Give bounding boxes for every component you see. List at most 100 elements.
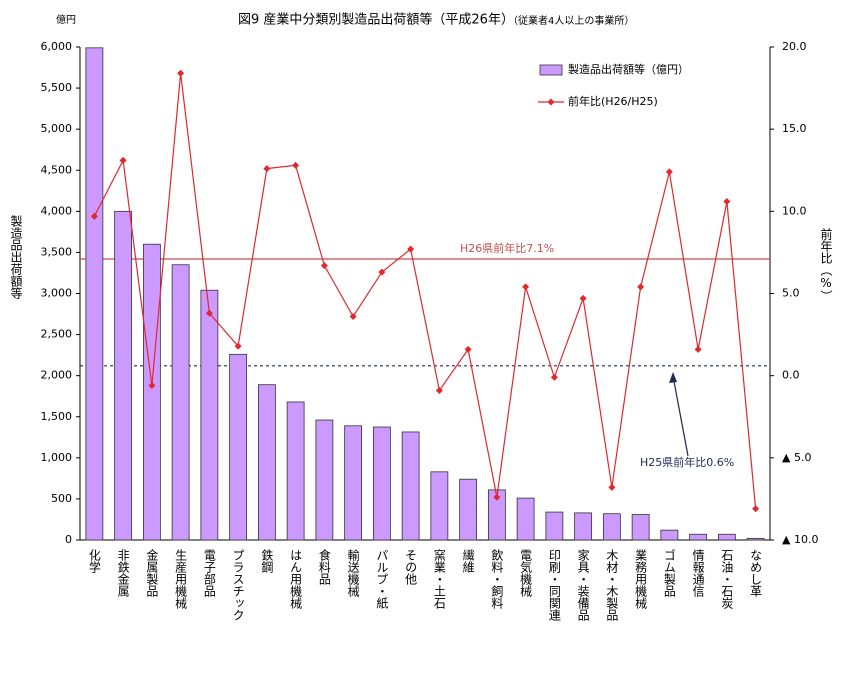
bar bbox=[229, 353, 248, 541]
annotation-arrow bbox=[672, 375, 689, 457]
y-tick-label: 500 bbox=[51, 492, 72, 505]
line bbox=[93, 73, 757, 509]
legend-swatch bbox=[539, 64, 563, 76]
y2-tick-label: ▲ 10.0 bbox=[782, 533, 818, 546]
y-tick-label: 5,500 bbox=[41, 81, 73, 94]
x-tick-label: 飲料・飼料 bbox=[490, 548, 504, 609]
y-tick-label: 2,000 bbox=[41, 369, 73, 382]
x-tick-label: 家具・装備品 bbox=[576, 548, 590, 621]
y-unit: 億円 bbox=[56, 13, 76, 26]
bar bbox=[372, 426, 391, 541]
x-tick-label: 情報通信 bbox=[691, 549, 705, 598]
x-tick-label: 生産用機械 bbox=[174, 549, 188, 609]
y2-tick-label: 15.0 bbox=[782, 122, 807, 135]
line-marker bbox=[435, 386, 443, 394]
line-marker bbox=[522, 283, 530, 291]
bar bbox=[430, 471, 449, 541]
y-tick-label: 2,500 bbox=[41, 328, 73, 341]
line-marker bbox=[90, 212, 98, 220]
x-tick-label: 鉄鋼 bbox=[260, 548, 274, 573]
reference-label: H25県前年比0.6% bbox=[640, 455, 734, 469]
bar bbox=[200, 289, 219, 541]
y2-tick-label: 5.0 bbox=[782, 287, 800, 300]
x-tick-label: なめし革 bbox=[749, 549, 763, 597]
y-tick-label: 1,000 bbox=[41, 451, 73, 464]
x-tick-label: 輸送機械 bbox=[346, 548, 360, 597]
line-marker bbox=[694, 345, 702, 353]
x-tick-label: 石油・石炭 bbox=[720, 549, 734, 610]
line-marker bbox=[349, 313, 357, 321]
line-marker bbox=[205, 309, 213, 317]
bar bbox=[85, 47, 104, 541]
y2-tick-label: 0.0 bbox=[782, 369, 800, 382]
x-tick-label: 化学 bbox=[87, 549, 101, 573]
line-marker bbox=[263, 165, 271, 173]
y2-tick-label: 10.0 bbox=[782, 204, 807, 217]
x-tick-label: 木材・木製品 bbox=[605, 549, 619, 621]
y-tick-label: 6,000 bbox=[41, 40, 73, 53]
x-tick-label: プラスチック bbox=[231, 549, 245, 621]
legend-marker bbox=[547, 98, 555, 106]
line-marker bbox=[234, 342, 242, 350]
legend-label: 製造品出荷額等（億円） bbox=[568, 62, 689, 76]
x-tick-label: 電子部品 bbox=[202, 549, 216, 597]
bar bbox=[487, 489, 506, 541]
bar bbox=[717, 533, 736, 541]
bar bbox=[516, 497, 535, 541]
bar bbox=[315, 419, 334, 541]
bar bbox=[286, 401, 305, 541]
bar bbox=[545, 511, 564, 541]
line-marker bbox=[579, 294, 587, 302]
y-tick-label: 1,500 bbox=[41, 410, 73, 423]
bar bbox=[574, 512, 593, 541]
x-tick-label: 印刷・同関連 bbox=[547, 549, 561, 622]
x-tick-label: パルプ・紙 bbox=[375, 549, 389, 610]
line-marker bbox=[723, 197, 731, 205]
y-tick-label: 4,000 bbox=[41, 204, 73, 217]
y-tick-label: 4,500 bbox=[41, 163, 73, 176]
annotation-arrowhead bbox=[669, 372, 677, 383]
legend-label: 前年比(H26/H25) bbox=[568, 94, 658, 108]
bar bbox=[746, 537, 765, 541]
x-tick-label: 電気機械 bbox=[519, 549, 533, 597]
y-tick-label: 3,000 bbox=[41, 287, 73, 300]
line-marker bbox=[637, 283, 645, 291]
line-marker bbox=[378, 268, 386, 276]
x-tick-label: その他 bbox=[404, 549, 418, 585]
chart-title: 図9 産業中分類別製造品出荷額等（平成26年） bbox=[238, 12, 514, 28]
line-marker bbox=[752, 505, 760, 513]
x-tick-label: ゴム製品 bbox=[662, 548, 676, 597]
y2-tick-label: ▲ 5.0 bbox=[782, 451, 811, 464]
x-tick-label: 繊維 bbox=[461, 549, 475, 573]
y-tick-label: 3,500 bbox=[41, 245, 73, 258]
reference-label: H26県前年比7.1% bbox=[460, 241, 554, 255]
line-marker bbox=[608, 483, 616, 491]
bar bbox=[689, 533, 708, 541]
x-tick-label: 金属製品 bbox=[145, 548, 159, 597]
chart-subtitle: （従業者4人以上の事業所） bbox=[508, 14, 634, 27]
y-axis-title: 製造品出荷額等 bbox=[9, 215, 23, 299]
bar bbox=[257, 384, 276, 541]
bar bbox=[602, 513, 621, 541]
x-tick-label: 窯業・土石 bbox=[432, 548, 446, 609]
bar bbox=[459, 478, 478, 541]
y-tick-label: 0 bbox=[65, 533, 72, 546]
line-marker bbox=[177, 69, 185, 77]
x-tick-label: 非鉄金属 bbox=[116, 549, 130, 598]
line-marker bbox=[320, 262, 328, 270]
bar bbox=[401, 431, 420, 541]
line-marker bbox=[407, 245, 415, 253]
bar bbox=[171, 264, 190, 541]
bar bbox=[142, 243, 161, 541]
bar bbox=[344, 425, 363, 541]
line-marker bbox=[550, 373, 558, 381]
y-tick-label: 5,000 bbox=[41, 122, 73, 135]
bar bbox=[631, 514, 650, 541]
bar bbox=[114, 210, 133, 541]
line-marker bbox=[292, 161, 300, 169]
line-marker bbox=[493, 493, 501, 501]
x-tick-label: 業務用機械 bbox=[634, 549, 648, 609]
x-tick-label: 食料品 bbox=[317, 548, 331, 585]
